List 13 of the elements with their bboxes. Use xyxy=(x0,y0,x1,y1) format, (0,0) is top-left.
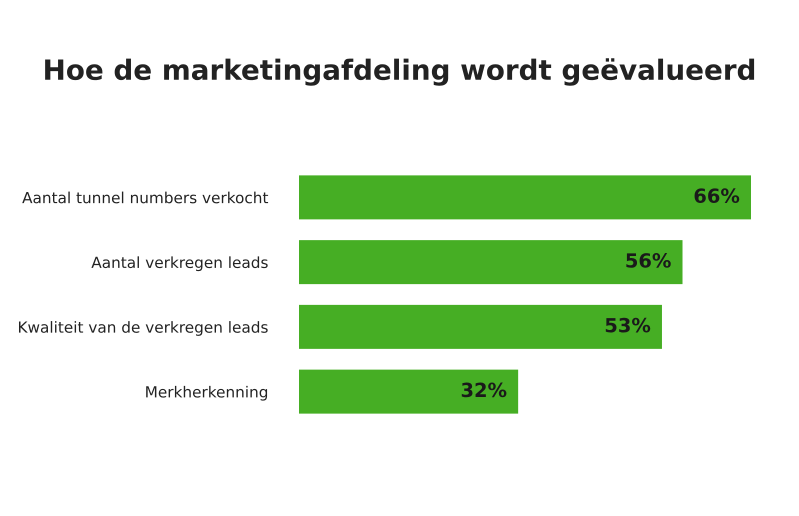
data-label: 66% xyxy=(694,188,740,204)
data-label: 32% xyxy=(462,382,506,398)
y-tick-label: Aantal verkregen leads xyxy=(91,256,268,272)
y-tick-label: Aantal tunnel numbers verkocht xyxy=(22,192,268,204)
bar xyxy=(299,240,683,284)
y-tick-label: Merkherkenning xyxy=(146,386,268,401)
bar xyxy=(299,175,751,220)
data-label: 56% xyxy=(626,253,671,268)
bar xyxy=(299,304,662,349)
bar xyxy=(299,370,518,414)
y-tick-label: Kwaliteit van de verkregen leads xyxy=(18,321,268,336)
data-label: 53% xyxy=(606,318,650,333)
chart-title: Hoe de marketingafdeling wordt geëvalueerd xyxy=(45,58,754,86)
